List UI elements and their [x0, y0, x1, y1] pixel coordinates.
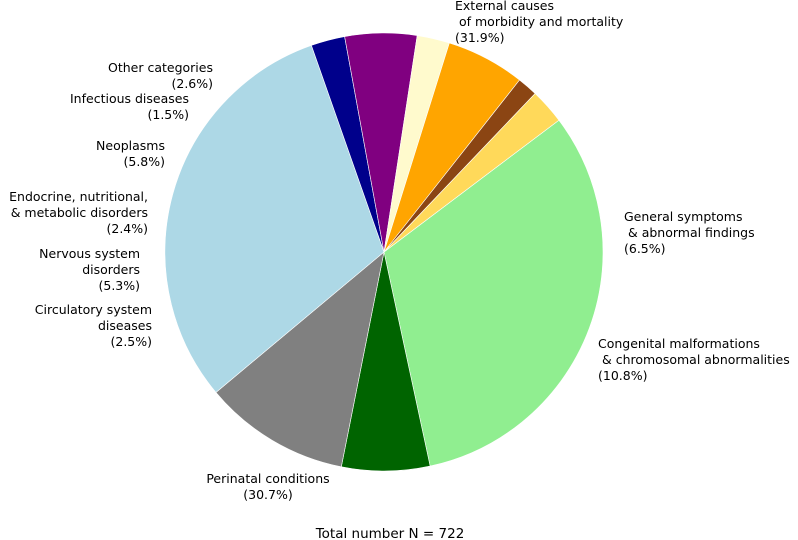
- label-line: & chromosomal abnormalities: [598, 352, 790, 367]
- label-line: External causes: [455, 0, 554, 13]
- label-line: (2.4%): [106, 221, 148, 236]
- label-other-categories: Other categories (2.6%): [108, 60, 213, 91]
- slice-other-categories: [383, 93, 560, 253]
- label-congenital-malformations-and-chromosomal-abnormalities: Congenital malformations & chromosomal a…: [598, 336, 790, 383]
- label-line: (10.8%): [598, 368, 647, 383]
- label-general-symptoms-and-abnormal-findings: General symptoms & abnormal findings (6.5…: [624, 209, 755, 256]
- slice-perinatal-conditions: [164, 44, 385, 393]
- slice-congenital-malformations-and-chromosomal-abnormalities: [215, 251, 385, 468]
- chart-caption: Total number N = 722: [315, 526, 465, 540]
- label-line: of morbidity and mortality: [455, 14, 624, 29]
- label-line: (1.5%): [147, 107, 189, 122]
- label-line: Endocrine, nutritional,: [9, 189, 148, 204]
- label-line: (2.5%): [110, 334, 152, 349]
- label-line: Congenital malformations: [598, 336, 760, 351]
- label-nervous-system-disorders: Nervous system disorders (5.3%): [39, 246, 140, 293]
- label-line: Perinatal conditions: [206, 471, 329, 486]
- label-line: General symptoms: [624, 209, 743, 224]
- label-line: disorders: [82, 262, 140, 277]
- label-endocrine-nutritional-and-metabolic-disorders: Endocrine, nutritional, & metabolic disor…: [9, 189, 148, 236]
- slice-labels: External causes of morbidity and mortali…: [9, 0, 790, 502]
- label-line: diseases: [98, 318, 152, 333]
- label-line: Nervous system: [39, 246, 140, 261]
- label-line: Infectious diseases: [70, 91, 189, 106]
- label-line: (5.3%): [98, 278, 140, 293]
- label-external-causes-of-morbidity-and-mortality: External causes of morbidity and mortali…: [455, 0, 624, 45]
- label-line: Neoplasms: [96, 138, 165, 153]
- pie-slices: [164, 32, 604, 472]
- label-line: Other categories: [108, 60, 213, 75]
- slice-external-causes-of-morbidity-and-mortality: [383, 119, 604, 467]
- label-circulatory-system-diseases: Circulatory system diseases (2.5%): [35, 302, 152, 349]
- label-line: (30.7%): [243, 487, 292, 502]
- label-line: (2.6%): [171, 76, 213, 91]
- label-line: (5.8%): [123, 154, 165, 169]
- label-perinatal-conditions: Perinatal conditions (30.7%): [206, 471, 329, 502]
- label-line: (31.9%): [455, 30, 504, 45]
- label-line: (6.5%): [624, 241, 666, 256]
- label-line: & metabolic disorders: [11, 205, 148, 220]
- label-line: & abnormal findings: [624, 225, 755, 240]
- label-infectious-diseases: Infectious diseases (1.5%): [70, 91, 189, 122]
- label-neoplasms: Neoplasms (5.8%): [96, 138, 165, 169]
- label-line: Circulatory system: [35, 302, 152, 317]
